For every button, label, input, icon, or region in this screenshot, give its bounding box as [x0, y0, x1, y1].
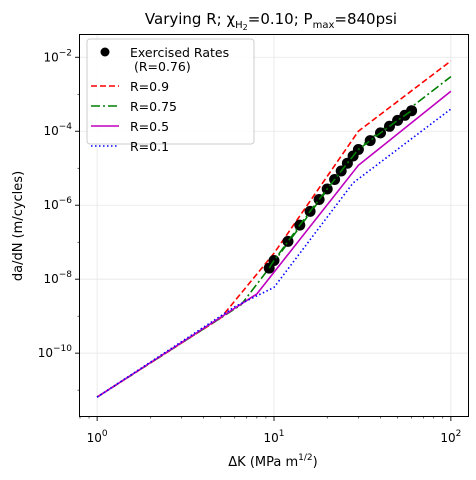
x-axis-label: ΔK (MPa m1/2): [228, 453, 317, 470]
exercised-rates-overlay-line: [268, 110, 413, 269]
legend-marker-exercised-rates-r-0-76: [100, 47, 110, 57]
legend-label-r-0-9: R=0.9: [130, 79, 169, 94]
plot-series: [96, 60, 452, 398]
series-line-r-0-9: [96, 60, 452, 398]
y-tick-label: 10−8: [43, 270, 72, 286]
legend-box: [86, 38, 255, 145]
y-tick-label: 10−10: [38, 344, 73, 360]
data-point-exercised-rates: [406, 105, 418, 117]
legend: Exercised Rates (R=0.76) R=0.9 R=0.75 R=0.5…: [86, 38, 255, 154]
y-tick-label: 10−6: [43, 196, 72, 212]
x-tick-label: 101: [263, 429, 284, 445]
y-tick-label: 10−2: [43, 48, 72, 64]
x-tick-label: 102: [440, 429, 461, 445]
series-line-r-0-5: [96, 90, 452, 398]
chart-title: Varying R; χH2=0.10; Pmax=840psi: [145, 10, 397, 32]
legend-label-r-0-5: R=0.5: [130, 119, 169, 134]
legend-label-r-0-1: R=0.1: [130, 139, 169, 154]
legend-label-exercised-rates-r-0-76: Exercised Rates (R=0.76): [130, 45, 229, 74]
y-axis-label: da/dN (m/cycles): [11, 171, 26, 281]
axis-ticks: 100 101 102 10−10 10−8 10−6 10−4 10−2: [38, 48, 462, 445]
x-tick-label: 100: [87, 429, 108, 445]
data-point-exercised-rates: [282, 235, 294, 247]
series-line-r-0-1: [96, 108, 452, 398]
legend-label-r-0-75: R=0.75: [130, 99, 177, 114]
y-tick-label: 10−4: [43, 122, 72, 138]
